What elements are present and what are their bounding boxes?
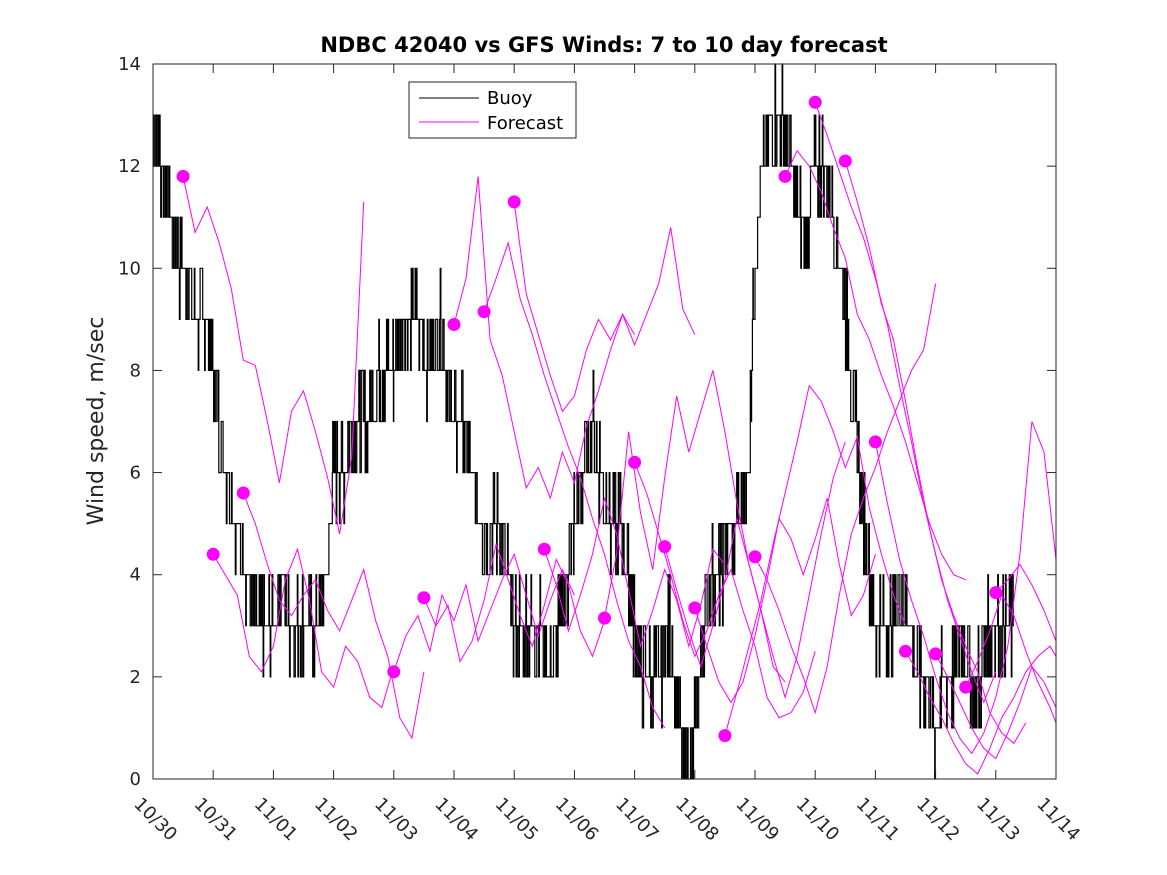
forecast-start-marker-21 bbox=[929, 647, 943, 661]
forecast-start-marker-18 bbox=[838, 154, 852, 168]
forecast-start-marker-7 bbox=[477, 305, 491, 319]
series-line-forecast-12 bbox=[664, 441, 846, 700]
chart-title: NDBC 42040 vs GFS Winds: 7 to 10 day for… bbox=[320, 33, 887, 57]
series-line-forecast-6 bbox=[453, 176, 636, 500]
series-line-forecast-15 bbox=[754, 283, 937, 715]
series-line-forecast-4 bbox=[393, 552, 575, 672]
forecast-start-marker-23 bbox=[989, 586, 1003, 600]
legend-box bbox=[408, 81, 577, 139]
axes-frame bbox=[152, 63, 1057, 780]
series-line-forecast-22 bbox=[965, 593, 1057, 723]
y-tick-label: 14 bbox=[118, 54, 141, 75]
forecast-start-marker-17 bbox=[808, 95, 822, 109]
forecast-start-marker-8 bbox=[507, 195, 521, 209]
forecast-start-marker-15 bbox=[748, 550, 762, 564]
forecast-start-marker-9 bbox=[537, 542, 551, 556]
forecast-start-marker-4 bbox=[387, 665, 401, 679]
forecast-start-marker-2 bbox=[206, 547, 220, 561]
forecast-start-marker-12 bbox=[658, 540, 672, 554]
series-line-forecast-1 bbox=[182, 176, 365, 535]
forecast-start-marker-20 bbox=[899, 644, 912, 658]
forecast-start-marker-3 bbox=[236, 486, 250, 500]
forecast-start-marker-19 bbox=[868, 435, 882, 449]
legend-forecast-label: Forecast bbox=[487, 113, 563, 134]
series-line-forecast-9 bbox=[543, 496, 726, 649]
series-line-forecast-11 bbox=[634, 462, 816, 719]
series-line-forecast-14 bbox=[724, 384, 906, 736]
series-line-forecast-16 bbox=[784, 149, 966, 581]
series-layer bbox=[153, 63, 1057, 780]
y-tick-label: 4 bbox=[130, 565, 141, 586]
series-line-forecast-8 bbox=[513, 201, 696, 413]
legend-buoy-label: Buoy bbox=[487, 88, 533, 109]
forecast-start-marker-1 bbox=[176, 169, 190, 183]
forecast-start-marker-11 bbox=[628, 455, 642, 469]
marker-layer bbox=[176, 95, 1003, 743]
legend: Buoy Forecast bbox=[408, 81, 577, 139]
forecast-start-marker-5 bbox=[417, 591, 431, 605]
forecast-start-marker-16 bbox=[778, 169, 792, 183]
series-line-forecast-5 bbox=[423, 542, 605, 663]
series-line-forecast-19 bbox=[874, 421, 1057, 755]
y-tick-label: 12 bbox=[118, 156, 141, 177]
y-tick-label: 6 bbox=[130, 463, 141, 484]
series-line-forecast-18 bbox=[844, 160, 1027, 745]
series-line-forecast-7 bbox=[483, 240, 666, 729]
series-line-forecast-2 bbox=[212, 547, 395, 709]
series-line-forecast-17 bbox=[814, 102, 997, 704]
forecast-start-marker-6 bbox=[447, 318, 461, 331]
forecast-start-marker-13 bbox=[688, 601, 702, 615]
y-tick-label: 8 bbox=[130, 360, 141, 381]
series-line-forecast-13 bbox=[694, 497, 876, 704]
y-tick-label: 0 bbox=[130, 769, 141, 790]
series-line-forecast-21 bbox=[935, 653, 1057, 760]
forecast-start-marker-22 bbox=[959, 680, 973, 694]
y-tick-label: 2 bbox=[130, 667, 141, 688]
y-tick-label: 10 bbox=[118, 258, 141, 279]
forecast-start-marker-10 bbox=[598, 611, 611, 625]
forecast-start-marker-14 bbox=[718, 729, 732, 743]
y-axis-title: Wind speed, m/sec bbox=[84, 317, 109, 526]
series-line-forecast-3 bbox=[242, 492, 425, 740]
series-line-forecast-20 bbox=[905, 645, 1057, 775]
series-line-buoy bbox=[153, 63, 1014, 780]
series-line-forecast-23 bbox=[995, 563, 1057, 642]
